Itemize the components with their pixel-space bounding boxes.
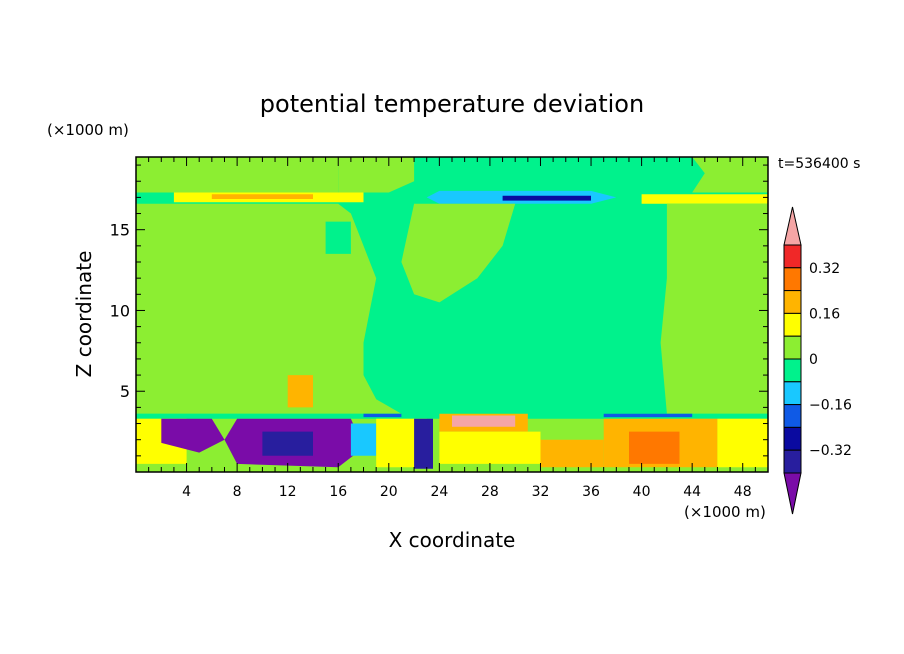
colorbar-tick-label: 0.32 [809, 261, 840, 277]
plot-area [136, 157, 768, 472]
colorbar-box [783, 426, 802, 451]
colorbar-box [783, 267, 802, 292]
contour-region-7 [502, 195, 591, 201]
colorbar-tick-label: 0.16 [809, 306, 840, 322]
contour-region-21 [376, 418, 427, 468]
contour-region-20 [350, 423, 377, 456]
chart-title: potential temperature deviation [260, 90, 644, 118]
contour-regions [136, 157, 768, 472]
contour-region-26 [540, 439, 604, 468]
colorbar: 0.32 0.16 0 −0.16 −0.32 [783, 206, 852, 515]
colorbar-box [783, 358, 802, 383]
x-tick-label: 44 [683, 484, 701, 500]
colorbar-box [783, 244, 802, 269]
contour-region-25 [439, 431, 541, 464]
colorbar-tick-label: −0.16 [809, 398, 852, 414]
contour-region-11 [660, 203, 768, 414]
contour-region-19 [262, 431, 313, 456]
contour-region-29 [717, 418, 768, 468]
x-tick-label: 48 [734, 484, 752, 500]
x-unit-label: (×1000 m) [684, 503, 766, 521]
contour-region-22 [414, 418, 433, 469]
x-tick-label: 28 [481, 484, 499, 500]
y-tick-label: 5 [120, 382, 130, 401]
x-tick-label: 36 [582, 484, 600, 500]
contour-region-8 [641, 194, 768, 204]
contour-region-17 [161, 418, 225, 453]
contour-region-24 [452, 415, 516, 427]
colorbar-box [783, 290, 802, 314]
y-axis-label: Z coordinate [72, 251, 96, 378]
contour-region-10 [401, 203, 516, 303]
colorbar-tick-label: −0.32 [809, 443, 852, 459]
contour-region-2 [692, 157, 768, 193]
contour-region-13 [287, 375, 313, 408]
x-tick-label: 32 [532, 484, 550, 500]
contour-region-5 [211, 194, 313, 199]
x-axis-label: X coordinate [389, 528, 516, 552]
colorbar-tick-label: 0 [809, 352, 818, 368]
x-tick-label: 8 [233, 484, 242, 500]
colorbar-arrow-top [783, 206, 802, 246]
x-tick-label: 20 [380, 484, 398, 500]
contour-region-9 [136, 203, 402, 414]
colorbar-box [783, 381, 802, 406]
contour-region-12 [325, 221, 351, 254]
x-tick-label: 40 [633, 484, 651, 500]
colorbar-box [783, 335, 802, 360]
x-tick-label: 16 [329, 484, 347, 500]
colorbar-box [783, 449, 802, 474]
x-tick-label: 4 [182, 484, 191, 500]
colorbar-box [783, 312, 802, 337]
colorbar-arrow-bottom [783, 472, 802, 515]
contour-region-28 [629, 431, 680, 464]
x-tick-label: 12 [279, 484, 297, 500]
y-tick-label: 15 [110, 221, 130, 240]
y-tick-label: 10 [110, 301, 130, 320]
colorbar-box [783, 404, 802, 428]
contour-region-30 [603, 413, 693, 418]
y-unit-label: (×1000 m) [47, 121, 129, 139]
time-label: t=536400 s [778, 156, 860, 172]
contour-region-1 [338, 157, 415, 193]
x-tick-label: 24 [430, 484, 448, 500]
contour-region-31 [363, 413, 402, 418]
